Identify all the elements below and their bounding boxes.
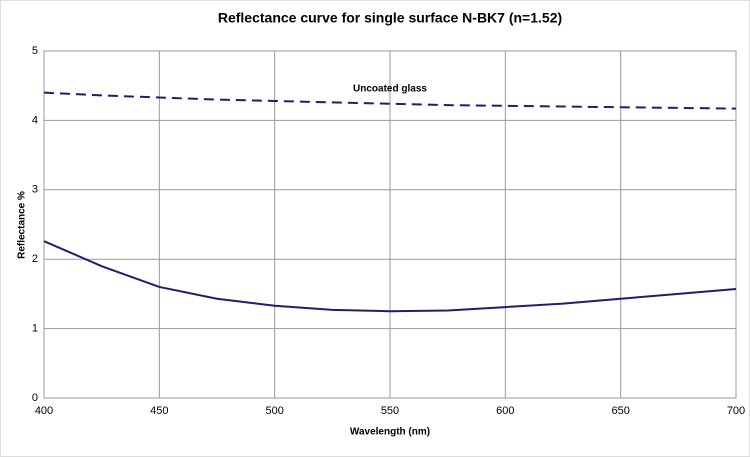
line-series <box>43 91 737 110</box>
y-tick-label: 4 <box>32 114 38 126</box>
x-tick-label: 600 <box>496 405 514 417</box>
line-series <box>43 240 737 313</box>
y-tick-label: 0 <box>32 392 38 404</box>
x-tick-label: 650 <box>611 405 629 417</box>
y-tick-label: 5 <box>32 45 38 57</box>
y-axis-label: Reflectance % <box>17 191 28 259</box>
x-tick-label: 550 <box>381 405 399 417</box>
y-tick-label: 1 <box>32 323 38 335</box>
x-tick-label: 500 <box>265 405 283 417</box>
chart-title: Reflectance curve for single surface N-B… <box>218 10 562 26</box>
x-tick-label: 700 <box>727 405 745 417</box>
x-tick-label: 450 <box>150 405 168 417</box>
x-tick-label: 400 <box>35 405 53 417</box>
series-label: Uncoated glass <box>353 84 427 95</box>
x-axis-label: Wavelength (nm) <box>350 427 430 438</box>
y-tick-label: 3 <box>32 184 38 196</box>
y-tick-label: 2 <box>32 253 38 265</box>
